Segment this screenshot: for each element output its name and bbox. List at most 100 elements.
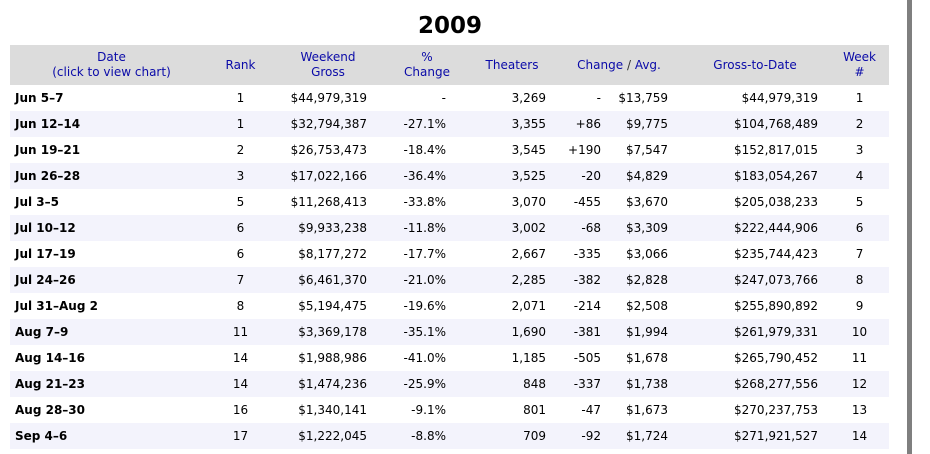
table-row: Jul 31–Aug 2 8 $5,194,475 -19.6% 2,071 -214 $2…	[10, 293, 889, 319]
table-cell-date[interactable]: Aug 21–23	[10, 371, 213, 397]
table-cell-date[interactable]: Jun 26–28	[10, 163, 213, 189]
table-cell-percent-change: -41.0%	[403, 351, 446, 365]
table-cell-gross-to-date: $205,038,233	[734, 195, 819, 209]
table-cell-average: $9,775	[613, 111, 681, 137]
table-cell-theater-change: -214	[573, 299, 601, 313]
table-cell-week: 4	[830, 163, 890, 189]
table-cell-date[interactable]: Aug 28–30	[15, 403, 85, 417]
table-cell-percent-change: -35.1%	[388, 319, 466, 345]
table-cell-gross-to-date: $271,921,527	[680, 423, 831, 449]
year-heading: 2009	[417, 13, 482, 39]
table-cell-theaters: 848	[466, 371, 558, 397]
table-cell-rank: 2	[236, 143, 245, 157]
table-cell-percent-change: -27.1%	[388, 111, 466, 137]
table-cell-week: 6	[830, 215, 890, 241]
table-cell-theater-change: -381	[558, 319, 613, 345]
table-cell-gross-to-date: $265,790,452	[734, 351, 819, 365]
table-cell-average: $3,670	[626, 195, 669, 209]
table-cell-date[interactable]: Jul 31–Aug 2	[15, 299, 98, 313]
table-cell-rank: 1	[213, 111, 268, 137]
table-cell-gross-to-date: $261,979,331	[680, 319, 831, 345]
table-cell-date[interactable]: Aug 7–9	[10, 319, 213, 345]
table-cell-weekend-gross: $11,268,413	[290, 195, 367, 209]
table-cell-weekend-gross: $26,753,473	[290, 143, 367, 157]
header-date[interactable]: Date (click to view chart)	[10, 45, 213, 85]
table-cell-gross-to-date: $222,444,906	[680, 215, 831, 241]
table-cell-rank: 3	[213, 163, 268, 189]
weekend-box-office-table: Date (click to view chart) Rank Weekend Gr…	[10, 45, 890, 449]
table-cell-weekend-gross: $1,222,045	[268, 423, 388, 449]
table-cell-percent-change: -17.7%	[403, 247, 446, 261]
table-cell-date[interactable]: Jul 3–5	[15, 195, 59, 209]
table-row: Jun 5–7 1 $44,979,319 - 3,269 - $13,759 $44,979…	[10, 85, 889, 111]
table-cell-theaters: 3,269	[511, 91, 546, 105]
table-cell-theater-change: -335	[573, 247, 601, 261]
table-cell-date[interactable]: Sep 4–6	[10, 423, 213, 449]
table-cell-theaters: 3,070	[511, 195, 546, 209]
table-cell-percent-change: -36.4%	[388, 163, 466, 189]
table-cell-theater-change: +190	[568, 143, 601, 157]
table-cell-percent-change: -18.4%	[403, 143, 446, 157]
table-cell-gross-to-date: $268,277,556	[680, 371, 831, 397]
table-cell-rank: 14	[232, 351, 249, 365]
table-cell-percent-change: -8.8%	[388, 423, 466, 449]
table-row: Jul 10–12 6 $9,933,238 -11.8% 3,002 -68 $3,309…	[10, 215, 890, 241]
header-percent-change: % Change	[388, 45, 466, 85]
table-body: Jun 5–7 1 $44,979,319 - 3,269 - $13,759 $44,979…	[10, 85, 890, 449]
table-cell-weekend-gross: $1,340,141	[298, 403, 367, 417]
table-cell-theater-change: -68	[558, 215, 613, 241]
table-cell-week: 11	[851, 351, 868, 365]
table-cell-week: 5	[855, 195, 864, 209]
table-cell-weekend-gross: $6,461,370	[268, 267, 388, 293]
table-cell-average: $13,759	[618, 91, 669, 105]
table-cell-rank: 7	[213, 267, 268, 293]
table-cell-date[interactable]: Aug 14–16	[15, 351, 85, 365]
table-cell-rank: 6	[213, 215, 268, 241]
scrollbar-edge	[907, 0, 912, 454]
table-cell-rank: 6	[236, 247, 245, 261]
table-cell-rank: 14	[213, 371, 268, 397]
table-row: Jun 19–21 2 $26,753,473 -18.4% 3,545 +190 $7,5…	[10, 137, 889, 163]
table-cell-theater-change: +86	[558, 111, 613, 137]
table-cell-theaters: 1,185	[511, 351, 546, 365]
table-cell-date[interactable]: Jun 19–21	[15, 143, 81, 157]
table-cell-theaters: 2,667	[511, 247, 546, 261]
table-cell-rank: 16	[232, 403, 249, 417]
table-cell-date[interactable]: Jul 17–19	[15, 247, 76, 261]
table-cell-percent-change: -33.8%	[403, 195, 446, 209]
table-cell-date[interactable]: Jul 10–12	[10, 215, 213, 241]
table-cell-date[interactable]: Jun 5–7	[15, 91, 64, 105]
table-cell-percent-change: -11.8%	[388, 215, 466, 241]
header-rank: Rank	[213, 45, 268, 85]
table-cell-average: $1,994	[613, 319, 681, 345]
table-cell-week: 12	[830, 371, 890, 397]
table-cell-gross-to-date: $44,979,319	[741, 91, 819, 105]
table-cell-weekend-gross: $8,177,272	[298, 247, 367, 261]
table-cell-weekend-gross: $1,474,236	[268, 371, 388, 397]
table-cell-theaters: 2,285	[466, 267, 558, 293]
header-theaters: Theaters	[466, 45, 558, 85]
table-cell-week: 9	[855, 299, 864, 313]
table-cell-gross-to-date: $247,073,766	[680, 267, 831, 293]
table-cell-percent-change: -21.0%	[388, 267, 466, 293]
table-cell-rank: 1	[236, 91, 245, 105]
table-cell-weekend-gross: $17,022,166	[268, 163, 388, 189]
table-cell-date[interactable]: Jul 24–26	[10, 267, 213, 293]
table-row: Aug 21–23 14 $1,474,236 -25.9% 848 -337 $1,738…	[10, 371, 890, 397]
table-cell-percent-change: -9.1%	[411, 403, 446, 417]
table-cell-theater-change: -337	[558, 371, 613, 397]
header-change-avg: Change / Avg.	[558, 45, 681, 85]
table-cell-average: $4,829	[613, 163, 681, 189]
table-cell-average: $1,678	[626, 351, 669, 365]
table-row: Jul 24–26 7 $6,461,370 -21.0% 2,285 -382 $2,82…	[10, 267, 890, 293]
table-cell-date[interactable]: Jun 12–14	[10, 111, 213, 137]
table-row: Aug 7–9 11 $3,369,178 -35.1% 1,690 -381 $1,994…	[10, 319, 890, 345]
table-cell-week: 14	[830, 423, 890, 449]
table-cell-gross-to-date: $270,237,753	[734, 403, 819, 417]
table-cell-theaters: 1,690	[466, 319, 558, 345]
table-cell-gross-to-date: $104,768,489	[680, 111, 831, 137]
table-cell-theater-change: -20	[558, 163, 613, 189]
table-cell-weekend-gross: $3,369,178	[268, 319, 388, 345]
table-cell-theaters: 3,355	[466, 111, 558, 137]
table-cell-theaters: 2,071	[511, 299, 546, 313]
